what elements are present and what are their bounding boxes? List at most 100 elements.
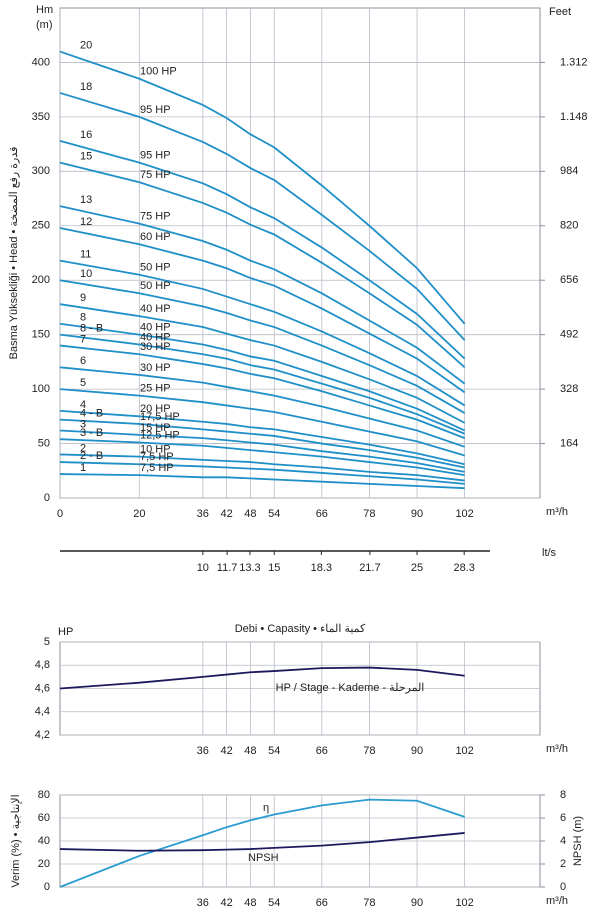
x-tick-label: 54 <box>268 897 280 909</box>
stage-label: 8 <box>80 312 86 324</box>
x-axis-unit: m³/h <box>546 743 568 755</box>
y-tick-label: 400 <box>32 56 50 68</box>
stage-label: 18 <box>80 81 92 93</box>
hp-label: 15 HP <box>140 422 171 434</box>
x-tick-label: 48 <box>244 745 256 757</box>
y-axis-unit: HP <box>58 626 73 638</box>
x2-tick-label: 21.7 <box>359 562 380 574</box>
x-tick-label: 48 <box>244 508 256 520</box>
x-tick-label: 0 <box>57 508 63 520</box>
x-tick-label: 48 <box>244 897 256 909</box>
y-tick-label: 4,6 <box>35 682 50 694</box>
stage-label: 2 - B <box>80 450 103 462</box>
curve <box>59 92 466 341</box>
stage-label: 20 <box>80 39 92 51</box>
stage-label: 4 <box>80 399 86 411</box>
hp-label: 10 HP <box>140 444 171 456</box>
x-tick-label: 90 <box>411 745 423 757</box>
y-tick-label: 4,4 <box>35 706 50 718</box>
y2-tick-label: 2 <box>560 858 566 870</box>
stage-label: 4 - B <box>80 408 103 420</box>
stage-label: 8 - B <box>80 323 103 335</box>
x-tick-label: 36 <box>197 897 209 909</box>
curve <box>59 388 465 457</box>
y-axis-title: Basma Yüksekliği • Head • قدرة رفع المضخ… <box>8 147 20 360</box>
stage-label: 12 <box>80 216 92 228</box>
curve <box>59 832 465 852</box>
stage-label: 13 <box>80 194 92 206</box>
hp-label: 75 HP <box>140 211 171 223</box>
y2-tick-label: 164 <box>560 437 578 449</box>
plot-frame <box>59 7 541 499</box>
curve <box>59 279 466 414</box>
hp-label: 17,5 HP <box>140 411 180 423</box>
x-tick-label: 42 <box>220 745 232 757</box>
curve <box>59 344 465 439</box>
y-tick-label: 0 <box>44 492 50 504</box>
y2-tick-label: 492 <box>560 329 578 341</box>
stage-label: 16 <box>80 129 92 141</box>
curve <box>59 50 466 325</box>
x-tick-label: 20 <box>133 508 145 520</box>
y-tick-label: 200 <box>32 274 50 286</box>
y-axis-unit: (m) <box>36 19 53 31</box>
x2-tick-label: 18.3 <box>311 562 332 574</box>
curve <box>59 798 465 888</box>
curve <box>59 227 466 394</box>
curve <box>59 666 465 690</box>
x-tick-label: 54 <box>268 508 280 520</box>
hp-label: 7,5 HP <box>140 451 174 463</box>
x-tick-label: 102 <box>455 745 473 757</box>
stage-label: 3 - B <box>80 427 103 439</box>
stage-label: 15 <box>80 151 92 163</box>
series-note: NPSH <box>248 852 279 864</box>
x2-axis-unit: lt/s <box>542 547 557 559</box>
x-tick-label: 102 <box>455 897 473 909</box>
x2-tick-label: 15 <box>268 562 280 574</box>
y-tick-label: 350 <box>32 111 50 123</box>
curve <box>59 418 465 469</box>
hp-label: 12,5 HP <box>140 429 180 441</box>
curve <box>59 453 465 482</box>
x2-tick-label: 25 <box>411 562 423 574</box>
curve <box>59 161 466 369</box>
hp-label: 100 HP <box>140 66 177 78</box>
curve <box>59 366 465 448</box>
x-tick-label: 90 <box>411 508 423 520</box>
x-axis-unit: m³/h <box>546 895 568 907</box>
x-tick-label: 78 <box>363 508 375 520</box>
stage-label: 1 <box>80 462 86 474</box>
y2-axis-title: NPSH (m) <box>572 816 584 866</box>
y-tick-label: 4,2 <box>35 729 50 741</box>
x2-tick-label: 28.3 <box>453 562 474 574</box>
stage-label: 5 <box>80 377 86 389</box>
stage-label: 2 <box>80 442 86 454</box>
x-tick-label: 42 <box>220 508 232 520</box>
x-tick-label: 36 <box>197 745 209 757</box>
stage-label: 3 <box>80 418 86 430</box>
x-tick-label: 66 <box>316 745 328 757</box>
x-tick-label: 42 <box>220 897 232 909</box>
hp-label: 30 HP <box>140 362 171 374</box>
curve <box>59 259 466 407</box>
y2-tick-label: 328 <box>560 383 578 395</box>
y2-tick-label: 4 <box>560 835 566 847</box>
y-tick-label: 60 <box>38 812 50 824</box>
y2-tick-label: 1.148 <box>560 111 588 123</box>
y2-tick-label: 6 <box>560 812 566 824</box>
stage-label: 10 <box>80 268 92 280</box>
curve <box>59 139 466 360</box>
chart-title: Debi • Capasity • كمية الماء <box>235 623 366 635</box>
y-tick-label: 250 <box>32 220 50 232</box>
hp-label: 60 HP <box>140 231 171 243</box>
y-tick-label: 40 <box>38 835 50 847</box>
y2-tick-label: 656 <box>560 274 578 286</box>
y-tick-label: 0 <box>44 881 50 893</box>
hp-label: 75 HP <box>140 169 171 181</box>
y-tick-label: 100 <box>32 383 50 395</box>
x-tick-label: 36 <box>197 508 209 520</box>
hp-label: 95 HP <box>140 150 171 162</box>
curve <box>59 205 466 385</box>
y2-tick-label: 8 <box>560 789 566 801</box>
